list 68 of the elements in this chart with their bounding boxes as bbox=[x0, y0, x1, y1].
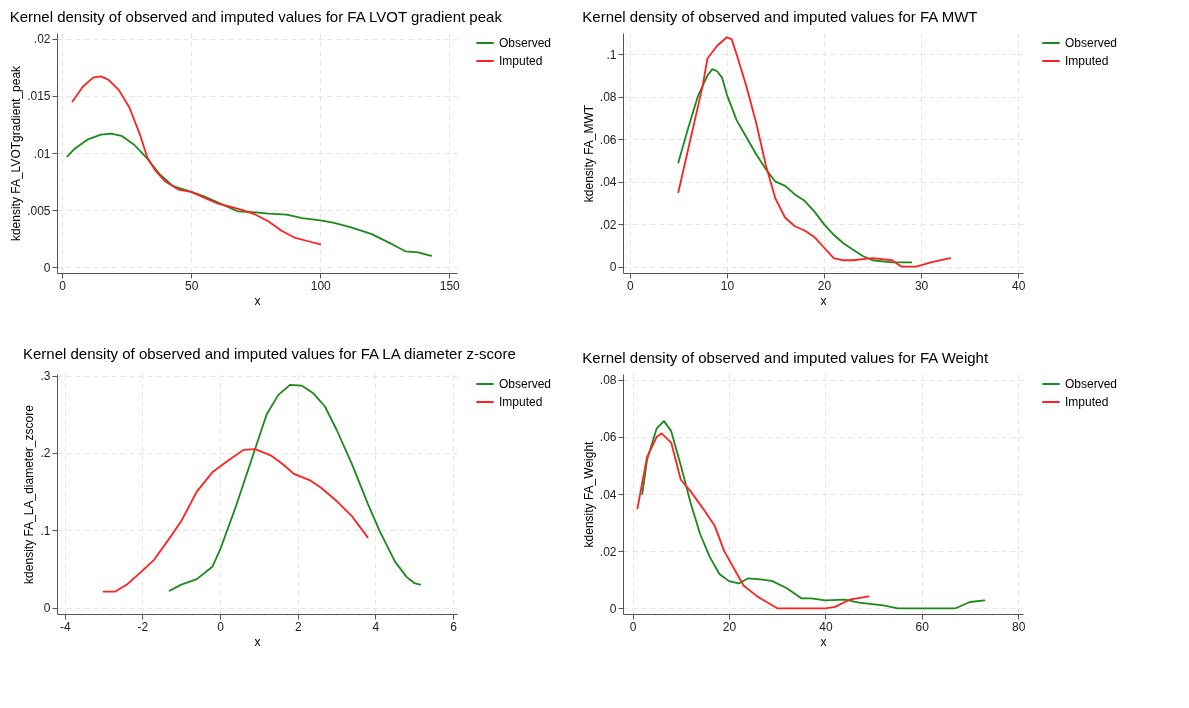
x-tick-label: 20 bbox=[722, 619, 737, 634]
y-tick-label: .2 bbox=[40, 446, 51, 461]
y-axis-title: kdensity FA_MWT bbox=[581, 104, 596, 203]
y-tick-label: 0 bbox=[609, 601, 617, 616]
y-tick-label: .005 bbox=[27, 203, 51, 218]
x-tick-label: 20 bbox=[817, 278, 832, 293]
x-tick-label: 150 bbox=[439, 278, 461, 293]
legend-label: Imputed bbox=[499, 54, 543, 68]
x-tick-label: -2 bbox=[137, 619, 149, 634]
y-tick-label: 0 bbox=[609, 260, 617, 275]
y-tick-label: 0 bbox=[43, 260, 51, 275]
chart-title: Kernel density of observed and imputed values for FA Weight bbox=[582, 348, 989, 366]
y-tick-label: .3 bbox=[40, 369, 51, 384]
line-series bbox=[168, 383, 422, 592]
x-tick-label: 0 bbox=[217, 619, 225, 634]
x-tick-label: 60 bbox=[915, 619, 930, 634]
y-tick-label: .08 bbox=[599, 373, 617, 388]
y-axis-title: kdensity FA_LVOTgradient_peak bbox=[9, 64, 24, 242]
y-tick-label: .04 bbox=[599, 175, 617, 190]
x-tick-label: 40 bbox=[819, 619, 833, 634]
legend-label: Observed bbox=[499, 377, 552, 391]
x-axis-title: x bbox=[254, 634, 261, 649]
x-tick-label: 0 bbox=[626, 278, 634, 293]
line-series bbox=[677, 36, 952, 268]
y-tick-label: 0 bbox=[43, 601, 51, 616]
x-tick-label: 30 bbox=[914, 278, 929, 293]
line-series bbox=[641, 420, 986, 610]
legend-label: Imputed bbox=[1065, 395, 1109, 409]
y-tick-label: .06 bbox=[599, 430, 617, 445]
legend-label: Observed bbox=[1065, 36, 1118, 50]
chart-title: Kernel density of observed and imputed values for FA MWT bbox=[582, 8, 978, 25]
chart-title: Kernel density of observed and imputed values for FA LA diameter z-score bbox=[22, 344, 516, 362]
x-tick-label: 4 bbox=[372, 619, 380, 634]
x-tick-label: 6 bbox=[450, 619, 458, 634]
legend-label: Observed bbox=[499, 36, 552, 50]
x-axis-title: x bbox=[254, 293, 261, 308]
x-axis-title: x bbox=[820, 634, 827, 649]
y-tick-label: .015 bbox=[27, 89, 51, 104]
legend-label: Observed bbox=[1065, 377, 1118, 391]
x-tick-label: -4 bbox=[59, 619, 71, 634]
x-tick-label: 0 bbox=[629, 619, 637, 634]
x-tick-label: 40 bbox=[1011, 278, 1026, 293]
y-tick-label: .06 bbox=[599, 132, 617, 147]
x-tick-label: 0 bbox=[59, 278, 67, 293]
x-tick-label: 2 bbox=[294, 619, 302, 634]
legend-label: Imputed bbox=[1065, 54, 1109, 68]
x-tick-label: 10 bbox=[720, 278, 735, 293]
line-series bbox=[636, 432, 870, 610]
y-tick-label: .1 bbox=[606, 47, 617, 62]
line-series bbox=[66, 132, 433, 257]
x-tick-label: 50 bbox=[185, 278, 199, 293]
x-tick-label: 80 bbox=[1012, 619, 1026, 634]
line-series bbox=[102, 448, 369, 593]
x-tick-label: 100 bbox=[310, 278, 332, 293]
y-tick-label: .1 bbox=[40, 523, 51, 538]
y-axis-title: kdensity FA_Weight bbox=[581, 440, 596, 548]
y-tick-label: .02 bbox=[599, 217, 617, 232]
y-tick-label: .02 bbox=[33, 32, 51, 47]
y-tick-label: .08 bbox=[599, 90, 617, 105]
y-tick-label: .02 bbox=[599, 544, 617, 559]
legend-label: Imputed bbox=[499, 395, 543, 409]
y-tick-label: .01 bbox=[33, 146, 51, 161]
x-axis-title: x bbox=[820, 293, 827, 308]
y-axis-title: kdensity FA_LA_diameter_zscore bbox=[22, 404, 37, 584]
line-series bbox=[677, 68, 913, 264]
y-tick-label: .04 bbox=[599, 487, 617, 502]
line-series bbox=[71, 75, 322, 246]
chart-title: Kernel density of observed and imputed values for FA LVOT gradient peak bbox=[9, 7, 503, 25]
